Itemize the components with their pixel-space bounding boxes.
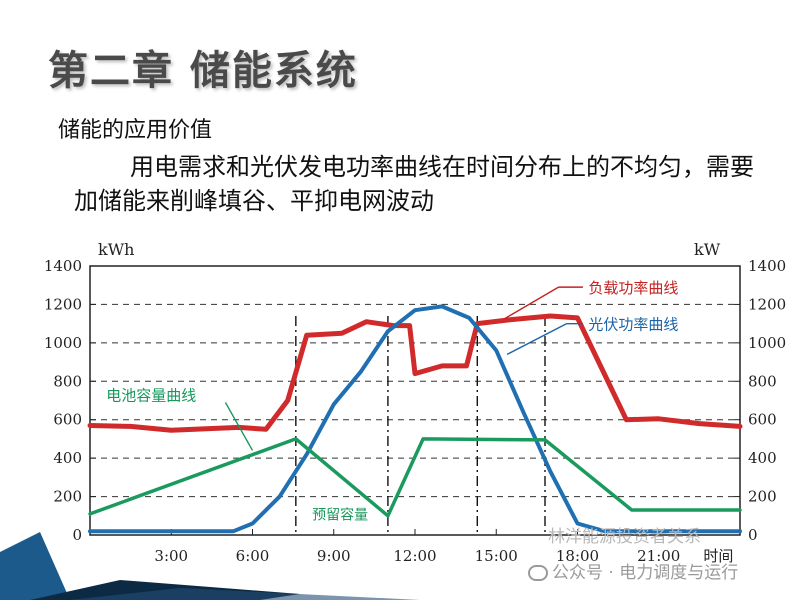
battery-curve-label: 电池容量曲线 <box>106 387 196 405</box>
y-tick-label-right: 1400 <box>748 257 786 275</box>
y-tick-label-right: 600 <box>748 411 777 429</box>
y-tick-label-left: 1400 <box>44 257 82 275</box>
pv-power-line <box>88 304 742 534</box>
y-tick-label-left: 400 <box>53 449 82 467</box>
y-tick-label-left: 1000 <box>44 334 82 352</box>
y-tick-label-right: 0 <box>748 526 758 544</box>
load-curve-label: 负载功率曲线 <box>588 279 678 297</box>
watermark-line-2: 公众号 · 电力调度与运行 <box>528 558 738 583</box>
battery-label-leader <box>224 402 254 451</box>
y-tick-label-right: 200 <box>748 488 777 506</box>
load-label-leader <box>504 286 559 320</box>
y-tick-label-left: 800 <box>53 372 82 390</box>
pv-label-leader <box>506 323 567 356</box>
y-tick-label-right: 400 <box>748 449 777 467</box>
x-axis-label: 时间 <box>703 547 733 565</box>
y-tick-label-left: 600 <box>53 411 82 429</box>
x-tick-label: 21:00 <box>637 547 680 565</box>
y-tick-label-left: 1200 <box>44 295 82 313</box>
wechat-icon <box>528 565 548 581</box>
x-tick-label: 12:00 <box>393 547 436 565</box>
x-tick-label: 15:00 <box>475 547 518 565</box>
load-power-line <box>87 313 743 433</box>
pv-curve-label: 光伏功率曲线 <box>588 316 678 334</box>
y-tick-label-right: 1000 <box>748 334 786 352</box>
y-right-unit: kW <box>694 240 721 259</box>
x-tick-label: 18:00 <box>556 547 599 565</box>
watermark-line-2-text: 公众号 · 电力调度与运行 <box>552 563 739 583</box>
watermark-line-1: 林洋能源投资者关系 <box>548 527 701 547</box>
y-tick-label-left: 200 <box>53 488 82 506</box>
y-tick-label-right: 1200 <box>748 295 786 313</box>
x-tick-label: 9:00 <box>317 547 351 565</box>
slide-subtitle: 储能的应用价值 <box>58 118 213 143</box>
y-left-unit: kWh <box>98 240 135 259</box>
x-tick-label: 3:00 <box>154 547 188 565</box>
slide-title: 第二章 储能系统 <box>48 48 358 94</box>
y-tick-label-left: 0 <box>72 526 82 544</box>
y-tick-label-right: 800 <box>748 372 777 390</box>
x-tick-label: 6:00 <box>236 547 270 565</box>
reserve-capacity-label: 预留容量 <box>312 507 368 524</box>
slide-description: 用电需求和光伏发电功率曲线在时间分布上的不均匀，需要加储能来削峰填谷、平抑电网波… <box>74 153 754 215</box>
battery-capacity-line <box>88 437 742 518</box>
